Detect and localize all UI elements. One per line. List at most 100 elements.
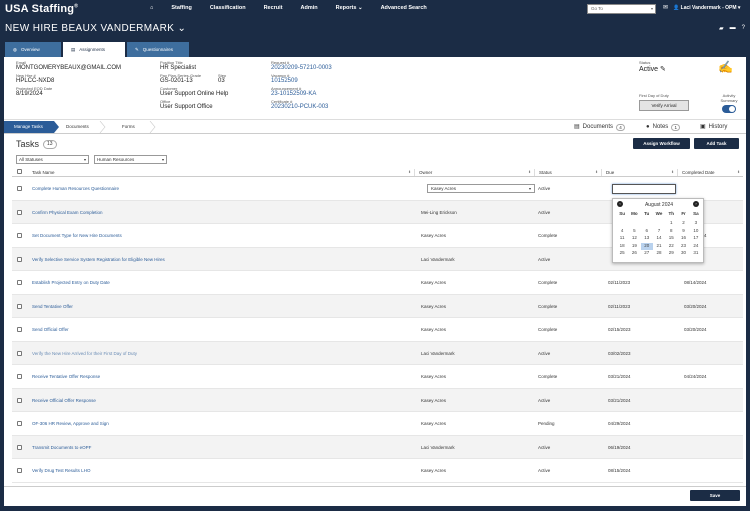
column-status[interactable]: Status ⬍: [537, 169, 602, 176]
calendar-day[interactable]: 10: [693, 227, 699, 233]
task-name-link[interactable]: Send Tentative Offer: [32, 303, 73, 309]
tab-questionnaires[interactable]: ✎ Questionnaires: [127, 42, 189, 57]
calendar-day[interactable]: 21: [656, 242, 662, 248]
task-name-link[interactable]: Verify Drug Test Results LHO: [32, 468, 91, 473]
task-name-link[interactable]: Send Official Offer: [32, 327, 69, 332]
step-manage-tasks[interactable]: Manage Tasks: [14, 124, 43, 129]
calendar-day[interactable]: 30: [681, 250, 687, 255]
calendar-day[interactable]: 8: [670, 227, 673, 233]
calendar-day[interactable]: 6: [645, 227, 648, 233]
activity-summary-toggle[interactable]: [722, 105, 736, 113]
calendar-day[interactable]: 20: [640, 242, 653, 250]
nav-item-recruit[interactable]: Recruit: [263, 5, 283, 11]
column-due[interactable]: Due ⬍: [604, 169, 678, 176]
calendar-day[interactable]: 2: [682, 220, 685, 225]
announcement-link[interactable]: 23-10152509-KA: [271, 91, 317, 97]
row-checkbox[interactable]: [17, 209, 22, 215]
calendar-day[interactable]: 3: [694, 220, 698, 225]
task-name-link[interactable]: Establish Projected Entry on Duty Date: [32, 280, 110, 285]
calendar-day[interactable]: 23: [681, 242, 687, 248]
add-task-button[interactable]: Add Task: [694, 138, 739, 149]
calendar-day[interactable]: 14: [656, 235, 662, 240]
row-checkbox[interactable]: [17, 280, 22, 285]
row-checkbox[interactable]: [17, 421, 22, 426]
column-completed-date[interactable]: Completed Date ⬍: [682, 170, 740, 175]
area-filter-select[interactable]: Human Resources ▾: [94, 155, 167, 164]
chevron-left-icon[interactable]: ‹: [617, 201, 623, 207]
nav-item-advanced-search[interactable]: Advanced Search: [380, 5, 427, 11]
request-link[interactable]: 20230209-57210-0003: [271, 65, 332, 71]
step-documents[interactable]: Documents: [66, 124, 89, 129]
due-date-input[interactable]: [612, 184, 676, 194]
folder-icon[interactable]: ▰: [719, 26, 724, 32]
task-name-link[interactable]: Receive Official Offer Response: [32, 397, 96, 403]
calendar-day[interactable]: 31: [693, 250, 699, 255]
row-checkbox[interactable]: [17, 444, 22, 450]
column-task-name[interactable]: Task Name ⬍: [30, 169, 415, 176]
tab-overview[interactable]: ◍ Overview: [5, 42, 61, 57]
step-forms[interactable]: Forms: [122, 124, 135, 129]
verify-arrival-button[interactable]: Verify Arrival: [639, 100, 689, 111]
task-name-link[interactable]: Verify the New Hire Arrived for their Fi…: [32, 350, 138, 356]
nav-item-reports[interactable]: Reports ⌄: [335, 5, 363, 11]
column-owner[interactable]: Owner ⬍: [417, 169, 535, 176]
nav-item-classification[interactable]: Classification: [209, 5, 246, 11]
calendar-day[interactable]: 11: [619, 235, 625, 240]
status-filter-select[interactable]: All Statuses ▾: [16, 155, 89, 164]
calendar-day[interactable]: 5: [633, 227, 636, 233]
home-icon[interactable]: ⌂: [150, 5, 154, 11]
task-name-link[interactable]: Confirm Physical Exam Completion: [32, 209, 103, 215]
calendar-day[interactable]: 17: [693, 235, 699, 240]
nav-item-staffing[interactable]: Staffing: [171, 5, 192, 11]
task-name-link[interactable]: Transmit Documents to eOPF: [32, 444, 92, 450]
calendar-day[interactable]: 29: [668, 250, 674, 255]
chevron-right-icon[interactable]: ›: [693, 201, 699, 207]
calendar-day[interactable]: 4: [620, 227, 624, 233]
documents-tab[interactable]: ▤ Documents 4: [574, 121, 626, 133]
certificate-link[interactable]: 20230210-PCUK-003: [271, 104, 329, 110]
calendar-day[interactable]: 9: [682, 227, 685, 233]
calendar-day[interactable]: 26: [631, 250, 637, 255]
vacancy-link[interactable]: 10152509: [271, 78, 298, 84]
notes-tab[interactable]: ● Notes 1: [646, 121, 681, 133]
page-title[interactable]: NEW HIRE BEAUX VANDERMARK ⌄: [5, 23, 187, 34]
signature-icon[interactable]: ✍: [718, 60, 733, 74]
user-menu[interactable]: 👤 Laci Vandermark - OPM ▾: [673, 4, 741, 11]
row-checkbox[interactable]: [17, 303, 22, 309]
row-checkbox[interactable]: [17, 374, 22, 379]
tab-assignments[interactable]: ▤ Assignments: [63, 42, 125, 57]
calendar-day[interactable]: 28: [656, 250, 662, 255]
row-checkbox[interactable]: [17, 327, 22, 332]
owner-select[interactable]: Kasey Acres ▾: [427, 184, 535, 193]
calendar-day[interactable]: 22: [668, 242, 674, 248]
help-icon[interactable]: ?: [741, 25, 745, 31]
calendar-day[interactable]: 25: [619, 250, 625, 255]
mail-icon[interactable]: ✉: [663, 5, 669, 11]
history-tab[interactable]: ▣ History: [700, 121, 727, 133]
calendar-day[interactable]: 24: [693, 242, 699, 248]
task-name-link[interactable]: OF-306 HR Review, Approve and Sign: [32, 421, 109, 426]
chat-icon[interactable]: ▬: [729, 25, 736, 31]
calendar-day[interactable]: 16: [681, 235, 687, 240]
calendar-day[interactable]: 18: [619, 242, 625, 248]
task-name-link[interactable]: Set Document Type for New Hire Documents: [32, 233, 122, 238]
row-checkbox[interactable]: [17, 256, 22, 262]
task-name-link[interactable]: Complete Human Resources Questionnaire: [32, 186, 120, 191]
calendar-day[interactable]: 19: [631, 242, 637, 248]
calendar-day[interactable]: 7: [657, 227, 661, 233]
task-name-link[interactable]: Verify Selective Service System Registra…: [32, 256, 165, 262]
task-name-link[interactable]: Receive Tentative Offer Response: [32, 374, 101, 379]
save-button[interactable]: Save: [690, 490, 740, 501]
goto-select[interactable]: Go To ▾: [587, 4, 656, 14]
calendar-day[interactable]: 12: [631, 235, 637, 240]
edit-status-icon[interactable]: ✎: [660, 66, 666, 73]
row-checkbox[interactable]: [17, 233, 22, 238]
brand-logo[interactable]: USA Staffing®: [5, 3, 79, 15]
calendar-day[interactable]: 13: [644, 235, 650, 240]
row-checkbox[interactable]: [17, 186, 22, 191]
assign-workflow-button[interactable]: Assign Workflow: [633, 138, 690, 149]
row-checkbox[interactable]: [17, 468, 22, 473]
row-checkbox[interactable]: [17, 350, 22, 356]
calendar-day[interactable]: 27: [644, 250, 650, 255]
nav-item-admin[interactable]: Admin: [300, 5, 318, 11]
